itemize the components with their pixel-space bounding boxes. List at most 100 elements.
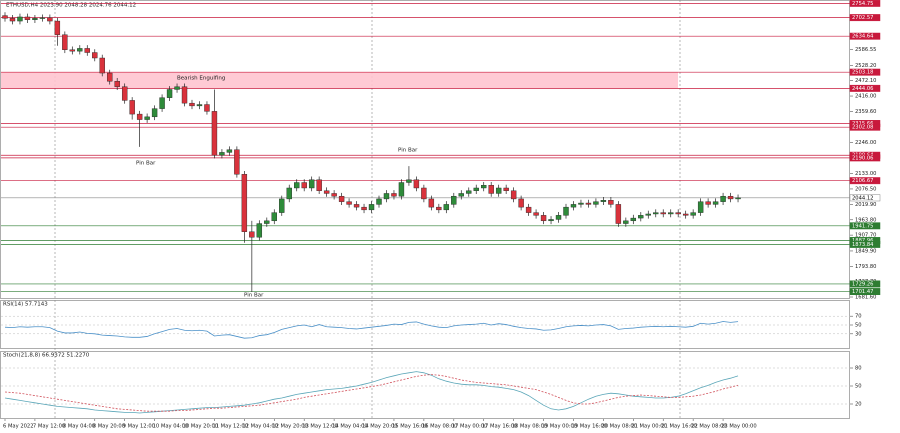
candle-body xyxy=(121,86,128,101)
candle-body xyxy=(428,198,435,208)
candle-body xyxy=(151,108,158,118)
level-label: 2106.67 xyxy=(852,178,873,184)
candle-body xyxy=(47,17,53,22)
annotation: Pin Bar xyxy=(136,161,156,167)
y-tick-label: 2359.60 xyxy=(855,109,876,115)
candle-body xyxy=(645,213,651,216)
candle-body xyxy=(540,215,547,222)
x-tick-label: 19 May 16:00 xyxy=(571,424,607,430)
candle-body xyxy=(144,116,150,120)
candle-body xyxy=(638,215,644,219)
level-label: 1701.47 xyxy=(852,289,873,295)
frames xyxy=(0,0,850,419)
x-tick-label: 23 May 00:00 xyxy=(721,424,757,430)
candle-body xyxy=(712,201,719,205)
candle-body xyxy=(256,223,263,238)
candle-body xyxy=(630,217,637,222)
candle-body xyxy=(451,195,457,205)
candle-body xyxy=(331,193,337,197)
candle-body xyxy=(226,149,233,153)
rsi-panel xyxy=(0,300,850,349)
stoch-title: Stoch(21,8,8) 66.9372 51.2270 xyxy=(3,353,90,359)
candle-body xyxy=(593,201,599,205)
y-tick-label: 2586.55 xyxy=(855,47,876,53)
candle-body xyxy=(92,52,98,59)
x-tick-label: 21 May 16:00 xyxy=(661,424,697,430)
candle-body xyxy=(570,204,577,208)
candle-body xyxy=(301,182,307,189)
candle-body xyxy=(510,190,517,200)
candle-body xyxy=(675,212,681,215)
candle-body xyxy=(608,200,614,205)
candle-body xyxy=(323,190,330,194)
candle-body xyxy=(668,212,674,215)
level-label-box xyxy=(849,154,881,162)
candle-body xyxy=(77,48,83,52)
y-tick-label: 2133.00 xyxy=(855,171,876,177)
candle-body xyxy=(279,198,285,213)
candle-body xyxy=(219,152,225,156)
candle-body xyxy=(376,198,382,205)
candle-body xyxy=(181,86,188,104)
x-tick-label: 21 May 00:00 xyxy=(631,424,667,430)
candle-body xyxy=(368,204,375,211)
level-label: 2302.08 xyxy=(852,125,873,131)
level-label: 2190.06 xyxy=(852,155,873,161)
x-tick-label: 8 May 04:00 xyxy=(63,424,95,430)
candle-body xyxy=(458,193,464,197)
x-tick-label: 19 May 00:00 xyxy=(542,424,578,430)
candle-body xyxy=(406,179,412,183)
x-tick-label: 10 May 04:00 xyxy=(153,424,189,430)
candle-body xyxy=(481,185,487,189)
candle-body xyxy=(353,204,360,208)
annotation: Pin Bar xyxy=(244,293,264,299)
x-tick-label: 20 May 08:00 xyxy=(601,424,637,430)
candle-body xyxy=(84,48,90,53)
candle-body xyxy=(204,104,210,112)
candle-body xyxy=(196,104,203,107)
level-label: 2702.57 xyxy=(852,15,873,21)
candle-body xyxy=(585,202,592,205)
candle-body xyxy=(338,195,345,202)
candle-body xyxy=(271,212,277,222)
candle-body xyxy=(99,57,105,74)
y-tick-label: 50 xyxy=(855,323,862,329)
level-label-box xyxy=(849,240,881,248)
indicator-line xyxy=(4,371,739,414)
candle-body xyxy=(413,179,420,189)
candle-body xyxy=(361,206,367,211)
candle-body xyxy=(533,212,539,216)
y-tick-label: 2019.90 xyxy=(855,202,876,208)
candle-body xyxy=(174,86,180,90)
candle-body xyxy=(555,215,562,220)
candle-body xyxy=(241,174,248,232)
candle-body xyxy=(398,182,405,197)
level-label-box xyxy=(849,84,881,92)
candle-body xyxy=(697,201,704,213)
candle-body xyxy=(503,187,509,191)
candle-body xyxy=(488,185,494,194)
y-tick-label: 1963.80 xyxy=(855,217,876,223)
y-tick-label: 2076.50 xyxy=(855,186,876,192)
level-label-box xyxy=(849,32,881,40)
candle-body xyxy=(2,15,8,19)
candle-body xyxy=(735,197,741,200)
candle-body xyxy=(653,212,659,215)
annotations: Bearish Engulfing Pin Bar Pin Bar Pin Ba… xyxy=(136,76,418,299)
candle-body xyxy=(495,187,502,194)
y-tick-label: 1849.90 xyxy=(855,248,876,254)
x-tick-label: 22 May 08:00 xyxy=(691,424,727,430)
x-tick-label: 17 May 00:00 xyxy=(452,424,488,430)
level-label: 2044.12 xyxy=(852,195,873,201)
x-tick-label: 14 May 04:00 xyxy=(332,424,368,430)
level-label-box xyxy=(849,194,881,202)
x-tick-label: 12 May 20:00 xyxy=(272,424,308,430)
rsi-title: RSI(14) 57.7143 xyxy=(3,302,48,308)
x-tick-label: 16 May 08:00 xyxy=(422,424,458,430)
candle-body xyxy=(189,102,195,107)
x-tick-label: 17 May 16:00 xyxy=(482,424,518,430)
x-tick-label: 8 May 20:00 xyxy=(93,424,125,430)
candle-body xyxy=(9,18,16,22)
level-label: 2503.18 xyxy=(852,70,873,76)
